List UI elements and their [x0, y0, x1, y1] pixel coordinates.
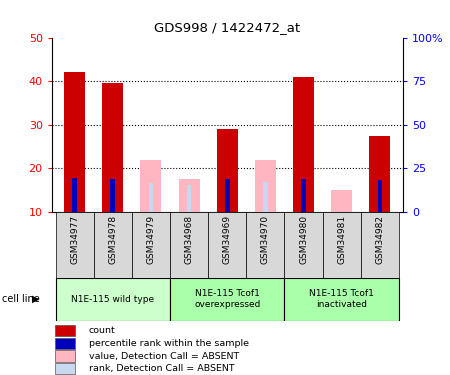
Text: GSM34969: GSM34969	[223, 214, 232, 264]
Bar	[293, 77, 314, 212]
Text: N1E-115 wild type: N1E-115 wild type	[71, 295, 154, 304]
Bar	[217, 129, 238, 212]
Text: count: count	[89, 326, 115, 335]
Bar	[170, 212, 208, 278]
Bar	[179, 179, 200, 212]
Bar	[64, 72, 85, 212]
Bar	[378, 180, 382, 212]
Bar	[255, 160, 276, 212]
Text: GSM34982: GSM34982	[375, 214, 384, 264]
Text: GSM34978: GSM34978	[108, 214, 117, 264]
Text: N1E-115 Tcof1
inactivated: N1E-115 Tcof1 inactivated	[309, 290, 374, 309]
Bar	[301, 179, 306, 212]
Bar	[55, 351, 75, 361]
Text: GSM34980: GSM34980	[299, 214, 308, 264]
Bar	[208, 212, 246, 278]
Bar	[148, 183, 153, 212]
Text: GSM34968: GSM34968	[184, 214, 194, 264]
Bar	[72, 178, 77, 212]
Bar	[369, 136, 390, 212]
Bar	[331, 190, 352, 212]
Bar	[284, 212, 323, 278]
Bar	[55, 363, 75, 374]
Bar	[94, 212, 132, 278]
Bar	[284, 278, 399, 321]
Bar	[102, 83, 123, 212]
Bar	[111, 179, 115, 212]
Bar	[263, 182, 268, 212]
Text: value, Detection Call = ABSENT: value, Detection Call = ABSENT	[89, 351, 239, 360]
Bar	[246, 212, 284, 278]
Text: rank, Detection Call = ABSENT: rank, Detection Call = ABSENT	[89, 364, 234, 373]
Bar	[323, 212, 361, 278]
Bar	[187, 185, 191, 212]
Text: cell line: cell line	[2, 294, 40, 304]
Text: GSM34977: GSM34977	[70, 214, 79, 264]
Bar	[361, 212, 399, 278]
Title: GDS998 / 1422472_at: GDS998 / 1422472_at	[154, 21, 300, 33]
Text: GSM34970: GSM34970	[261, 214, 270, 264]
Bar	[170, 278, 284, 321]
Bar	[55, 325, 75, 336]
Bar	[140, 160, 162, 212]
Bar	[55, 338, 75, 349]
Text: ▶: ▶	[32, 294, 40, 304]
Bar	[225, 179, 230, 212]
Text: GSM34981: GSM34981	[337, 214, 346, 264]
Bar	[55, 212, 94, 278]
Text: percentile rank within the sample: percentile rank within the sample	[89, 339, 248, 348]
Bar	[55, 278, 170, 321]
Text: N1E-115 Tcof1
overexpressed: N1E-115 Tcof1 overexpressed	[194, 290, 261, 309]
Text: GSM34979: GSM34979	[146, 214, 155, 264]
Bar	[132, 212, 170, 278]
